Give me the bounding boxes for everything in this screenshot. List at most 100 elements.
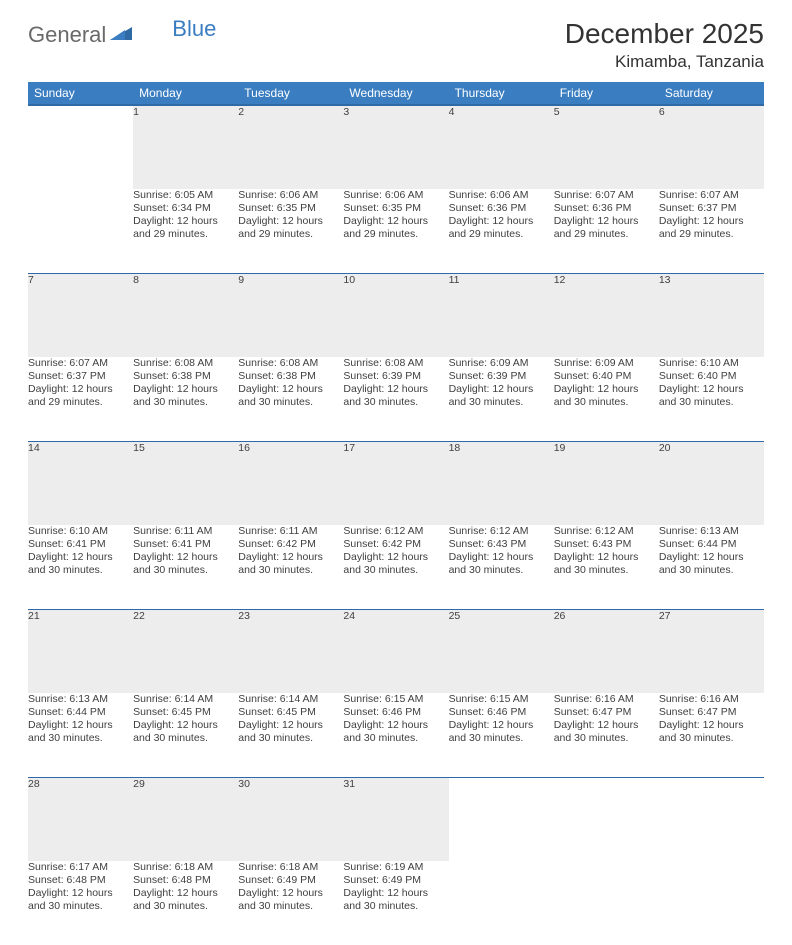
- day-number: 15: [133, 442, 145, 454]
- day-detail-cell: Sunrise: 6:08 AMSunset: 6:38 PMDaylight:…: [133, 357, 238, 441]
- day-number-cell: 15: [133, 441, 238, 525]
- day-day2: and 30 minutes.: [28, 900, 133, 913]
- day-number-cell: 20: [659, 441, 764, 525]
- detail-row: Sunrise: 6:10 AMSunset: 6:41 PMDaylight:…: [28, 525, 764, 609]
- day-detail-cell: Sunrise: 6:13 AMSunset: 6:44 PMDaylight:…: [659, 525, 764, 609]
- daynum-row: 78910111213: [28, 273, 764, 357]
- day-number: 18: [449, 442, 461, 454]
- day-number: 6: [659, 106, 665, 118]
- day-detail-cell: Sunrise: 6:06 AMSunset: 6:35 PMDaylight:…: [238, 189, 343, 273]
- day-detail-cell: Sunrise: 6:15 AMSunset: 6:46 PMDaylight:…: [343, 693, 448, 777]
- day-number: 14: [28, 442, 40, 454]
- day-sunset: Sunset: 6:48 PM: [28, 874, 133, 887]
- day-number-cell: 7: [28, 273, 133, 357]
- day-sunrise: Sunrise: 6:15 AM: [343, 693, 448, 706]
- day-detail-cell: Sunrise: 6:08 AMSunset: 6:39 PMDaylight:…: [343, 357, 448, 441]
- day-number: 27: [659, 610, 671, 622]
- day-sunrise: Sunrise: 6:08 AM: [133, 357, 238, 370]
- day-sunrise: Sunrise: 6:11 AM: [133, 525, 238, 538]
- day-day1: Daylight: 12 hours: [554, 551, 659, 564]
- day-sunset: Sunset: 6:35 PM: [343, 202, 448, 215]
- day-detail-cell: Sunrise: 6:13 AMSunset: 6:44 PMDaylight:…: [28, 693, 133, 777]
- day-day1: Daylight: 12 hours: [28, 551, 133, 564]
- day-number: 21: [28, 610, 40, 622]
- detail-row: Sunrise: 6:05 AMSunset: 6:34 PMDaylight:…: [28, 189, 764, 273]
- day-day1: Daylight: 12 hours: [449, 215, 554, 228]
- day-detail-cell: [28, 189, 133, 273]
- day-detail-cell: Sunrise: 6:10 AMSunset: 6:41 PMDaylight:…: [28, 525, 133, 609]
- day-day2: and 30 minutes.: [554, 732, 659, 745]
- day-sunset: Sunset: 6:35 PM: [238, 202, 343, 215]
- location-label: Kimamba, Tanzania: [565, 52, 764, 72]
- day-number-cell: [28, 105, 133, 189]
- day-day2: and 30 minutes.: [343, 732, 448, 745]
- day-day2: and 30 minutes.: [343, 900, 448, 913]
- day-sunset: Sunset: 6:44 PM: [28, 706, 133, 719]
- day-detail-cell: Sunrise: 6:12 AMSunset: 6:42 PMDaylight:…: [343, 525, 448, 609]
- day-number-cell: 16: [238, 441, 343, 525]
- day-number-cell: 18: [449, 441, 554, 525]
- day-sunset: Sunset: 6:45 PM: [133, 706, 238, 719]
- day-number-cell: 3: [343, 105, 448, 189]
- day-day2: and 30 minutes.: [238, 732, 343, 745]
- day-detail-cell: Sunrise: 6:19 AMSunset: 6:49 PMDaylight:…: [343, 861, 448, 945]
- day-day1: Daylight: 12 hours: [238, 719, 343, 732]
- day-day1: Daylight: 12 hours: [238, 383, 343, 396]
- day-number-cell: 8: [133, 273, 238, 357]
- weekday-header: Tuesday: [238, 82, 343, 105]
- day-sunrise: Sunrise: 6:13 AM: [659, 525, 764, 538]
- day-day1: Daylight: 12 hours: [449, 383, 554, 396]
- day-number: 11: [449, 274, 460, 286]
- detail-row: Sunrise: 6:13 AMSunset: 6:44 PMDaylight:…: [28, 693, 764, 777]
- day-sunset: Sunset: 6:40 PM: [659, 370, 764, 383]
- day-day1: Daylight: 12 hours: [659, 551, 764, 564]
- day-day1: Daylight: 12 hours: [449, 719, 554, 732]
- day-day2: and 30 minutes.: [449, 732, 554, 745]
- day-day1: Daylight: 12 hours: [238, 887, 343, 900]
- day-number: 10: [343, 274, 355, 286]
- day-number-cell: 4: [449, 105, 554, 189]
- day-number-cell: 28: [28, 777, 133, 861]
- day-sunset: Sunset: 6:46 PM: [449, 706, 554, 719]
- day-number: 29: [133, 778, 145, 790]
- day-number: 22: [133, 610, 145, 622]
- day-day2: and 30 minutes.: [659, 564, 764, 577]
- day-detail-cell: Sunrise: 6:18 AMSunset: 6:48 PMDaylight:…: [133, 861, 238, 945]
- day-detail-cell: Sunrise: 6:07 AMSunset: 6:37 PMDaylight:…: [659, 189, 764, 273]
- day-day2: and 30 minutes.: [133, 564, 238, 577]
- daynum-row: 21222324252627: [28, 609, 764, 693]
- day-day1: Daylight: 12 hours: [238, 551, 343, 564]
- day-day1: Daylight: 12 hours: [133, 719, 238, 732]
- day-sunset: Sunset: 6:48 PM: [133, 874, 238, 887]
- day-day1: Daylight: 12 hours: [554, 383, 659, 396]
- day-sunrise: Sunrise: 6:12 AM: [343, 525, 448, 538]
- day-sunrise: Sunrise: 6:05 AM: [133, 189, 238, 202]
- day-sunrise: Sunrise: 6:16 AM: [659, 693, 764, 706]
- day-detail-cell: Sunrise: 6:08 AMSunset: 6:38 PMDaylight:…: [238, 357, 343, 441]
- day-number: 7: [28, 274, 34, 286]
- day-number: 26: [554, 610, 566, 622]
- detail-row: Sunrise: 6:17 AMSunset: 6:48 PMDaylight:…: [28, 861, 764, 945]
- day-sunrise: Sunrise: 6:11 AM: [238, 525, 343, 538]
- day-day2: and 30 minutes.: [343, 396, 448, 409]
- day-day2: and 29 minutes.: [554, 228, 659, 241]
- brand-triangle-icon: [110, 24, 132, 47]
- day-day2: and 30 minutes.: [28, 732, 133, 745]
- brand-part1: General: [28, 22, 106, 48]
- weekday-header: Saturday: [659, 82, 764, 105]
- day-sunset: Sunset: 6:34 PM: [133, 202, 238, 215]
- day-number-cell: 12: [554, 273, 659, 357]
- day-number-cell: 21: [28, 609, 133, 693]
- day-day2: and 29 minutes.: [28, 396, 133, 409]
- day-detail-cell: Sunrise: 6:14 AMSunset: 6:45 PMDaylight:…: [133, 693, 238, 777]
- day-sunset: Sunset: 6:41 PM: [133, 538, 238, 551]
- day-day2: and 30 minutes.: [28, 564, 133, 577]
- day-day2: and 30 minutes.: [238, 900, 343, 913]
- day-number-cell: [554, 777, 659, 861]
- day-number: 31: [343, 778, 355, 790]
- day-day1: Daylight: 12 hours: [343, 719, 448, 732]
- day-day1: Daylight: 12 hours: [133, 215, 238, 228]
- day-number-cell: 19: [554, 441, 659, 525]
- day-sunset: Sunset: 6:43 PM: [449, 538, 554, 551]
- day-day2: and 30 minutes.: [238, 396, 343, 409]
